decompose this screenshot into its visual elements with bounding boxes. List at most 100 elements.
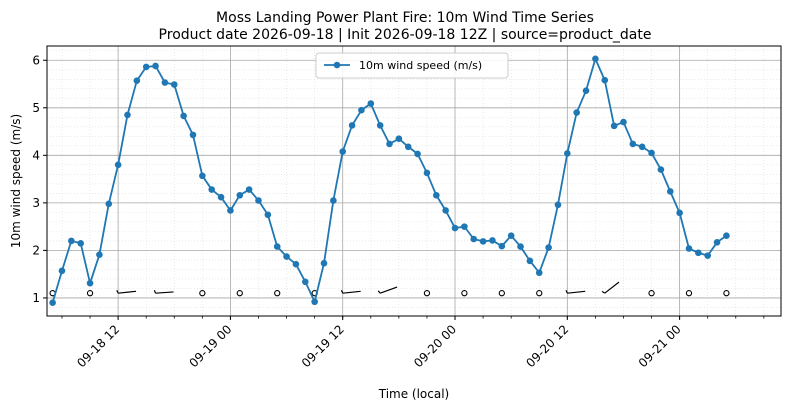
data-point bbox=[498, 242, 506, 250]
data-point bbox=[170, 81, 178, 88]
data-point bbox=[255, 197, 262, 204]
wind-barb bbox=[601, 281, 620, 294]
data-point bbox=[358, 106, 365, 114]
data-point bbox=[666, 188, 674, 195]
wind-barb-shaft bbox=[604, 281, 620, 294]
data-point bbox=[713, 239, 721, 246]
data-point bbox=[311, 298, 318, 306]
data-point bbox=[629, 140, 637, 148]
wind-barb bbox=[116, 290, 137, 294]
data-point bbox=[592, 55, 599, 63]
data-point bbox=[517, 243, 524, 250]
data-point bbox=[161, 79, 169, 86]
wind-barb-calm bbox=[423, 290, 431, 297]
data-point bbox=[620, 118, 627, 126]
wind-barb-calm bbox=[236, 290, 243, 297]
wind-barb-shaft bbox=[155, 291, 174, 294]
x-axis-label: Time (local) bbox=[378, 387, 450, 401]
data-point bbox=[86, 279, 94, 287]
data-point bbox=[638, 143, 646, 151]
wind-barb-calm bbox=[86, 290, 94, 297]
plot-frame bbox=[46, 45, 782, 317]
y-axis-label: 10m wind speed (m/s) bbox=[9, 114, 23, 248]
data-point bbox=[227, 207, 234, 214]
data-point bbox=[217, 193, 225, 201]
data-point bbox=[49, 299, 56, 306]
data-point bbox=[545, 244, 552, 251]
x-tick-label: 09-21 00 bbox=[636, 322, 684, 370]
x-tick-label: 09-19 12 bbox=[299, 322, 347, 370]
data-point bbox=[245, 186, 253, 193]
data-point bbox=[470, 235, 478, 243]
wind-barb bbox=[340, 290, 361, 294]
data-point bbox=[676, 209, 683, 217]
minor-grid bbox=[47, 46, 781, 316]
major-grid bbox=[47, 46, 781, 316]
wind-barb-calm bbox=[536, 290, 543, 297]
wind-barb-shaft bbox=[342, 290, 361, 294]
y-tick-label: 2 bbox=[32, 243, 40, 257]
x-axis: 09-18 12 09-19 00 09-19 12 09-20 00 09-20 12… bbox=[61, 316, 765, 370]
wind-barbs bbox=[49, 281, 730, 297]
x-tick-label: 09-20 12 bbox=[523, 322, 571, 370]
wind-barb-flag bbox=[116, 290, 119, 294]
wind-barb bbox=[565, 290, 586, 294]
data-point bbox=[451, 224, 459, 232]
data-point bbox=[114, 161, 122, 169]
data-point bbox=[320, 259, 328, 267]
data-point bbox=[648, 149, 655, 157]
data-point bbox=[124, 111, 131, 119]
legend-box bbox=[315, 52, 509, 79]
data-point bbox=[58, 267, 66, 275]
data-point bbox=[376, 122, 384, 129]
wind-barb-calm bbox=[648, 290, 655, 297]
data-point bbox=[610, 122, 618, 130]
data-point bbox=[68, 237, 75, 245]
data-point bbox=[105, 200, 113, 208]
data-point bbox=[526, 257, 534, 265]
data-point bbox=[189, 131, 197, 139]
data-point bbox=[704, 252, 711, 259]
data-point bbox=[573, 109, 580, 116]
data-point bbox=[292, 260, 300, 268]
x-tick-label: 09-18 12 bbox=[74, 322, 122, 370]
data-point bbox=[77, 239, 84, 247]
data-point bbox=[461, 223, 468, 230]
data-point bbox=[208, 186, 216, 193]
wind-barb-calm bbox=[199, 290, 206, 297]
legend-marker bbox=[333, 61, 341, 69]
data-point bbox=[489, 237, 496, 244]
data-point bbox=[199, 172, 206, 180]
wind-barb bbox=[153, 290, 174, 294]
data-point bbox=[601, 76, 609, 84]
y-tick-label: 4 bbox=[32, 148, 40, 162]
x-tick-label: 09-20 00 bbox=[411, 322, 459, 370]
y-axis: 1 2 3 4 5 6 bbox=[32, 53, 47, 305]
wind-barb-shaft bbox=[379, 286, 398, 294]
legend-label: 10m wind speed (m/s) bbox=[359, 59, 482, 72]
wind-barb-calm bbox=[685, 290, 693, 297]
data-point bbox=[339, 148, 347, 155]
data-point bbox=[507, 232, 515, 239]
x-tick-label: 09-19 00 bbox=[186, 322, 234, 370]
data-point bbox=[96, 251, 103, 258]
data-point bbox=[479, 238, 487, 245]
chart-title: Moss Landing Power Plant Fire: 10m Wind … bbox=[216, 10, 594, 26]
data-point bbox=[535, 269, 543, 277]
y-tick-label: 1 bbox=[32, 291, 40, 305]
data-point bbox=[657, 166, 665, 173]
data-point bbox=[180, 112, 187, 120]
data-point bbox=[348, 122, 356, 129]
data-point bbox=[367, 100, 375, 107]
data-point bbox=[433, 191, 440, 199]
wind-barb-shaft bbox=[118, 290, 137, 294]
data-point bbox=[685, 245, 693, 252]
data-point bbox=[301, 278, 309, 286]
wind-barb-calm bbox=[723, 290, 730, 297]
wind-barb-calm bbox=[274, 290, 281, 297]
data-point bbox=[695, 249, 702, 257]
data-point bbox=[386, 140, 393, 148]
wind-barb-flag bbox=[601, 290, 606, 294]
data-point bbox=[142, 63, 150, 71]
